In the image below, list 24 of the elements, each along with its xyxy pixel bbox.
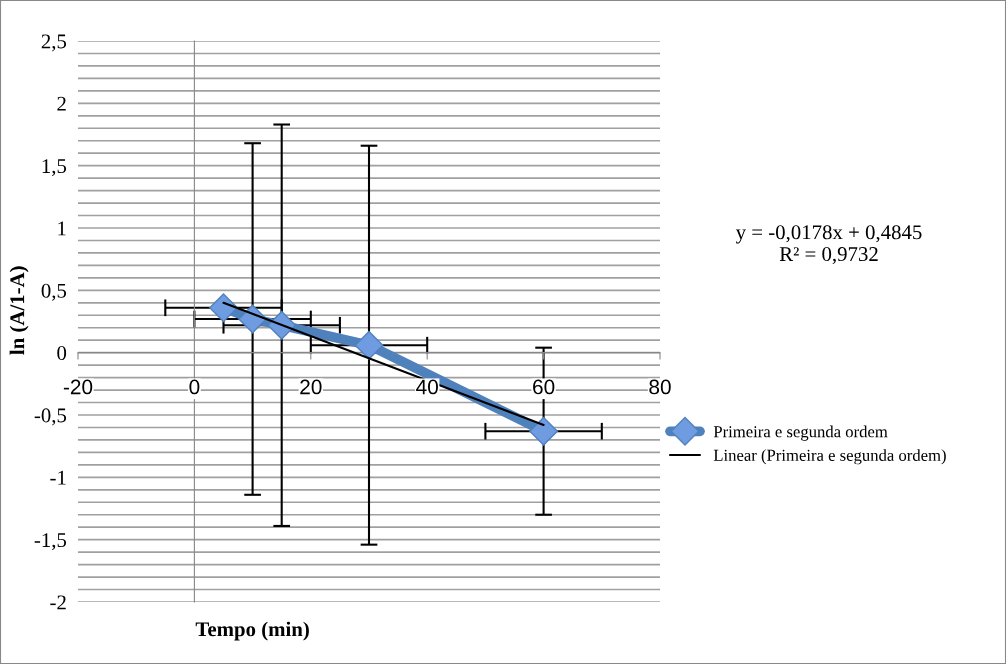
x-tick-label: 80 — [649, 379, 671, 395]
text: y = -0,0178x + 0,4845 R² = 0,9732 — [735, 225, 922, 265]
y-tick-label: -1 — [50, 470, 66, 485]
x-axis-title: Tempo (min) — [195, 621, 309, 641]
y-tick-label: 2,5 — [41, 34, 67, 52]
point — [209, 293, 238, 323]
legend-label: Linear (Primeira e segunda ordem) — [713, 449, 946, 465]
y-tick-label: 0,5 — [41, 283, 67, 301]
x-tick-label: 0 — [189, 379, 200, 395]
y-tick-label: 1 — [58, 221, 66, 236]
x-tick-label: 20 — [300, 379, 322, 395]
y-tick-label: 1,5 — [42, 159, 67, 177]
point — [354, 330, 384, 360]
y-tick-label: -1,5 — [34, 533, 67, 551]
point — [529, 416, 559, 446]
y-tick-label: -2 — [50, 595, 66, 610]
x-tick-label: 60 — [533, 379, 555, 395]
y-axis-title: ln (A/1-A) — [9, 266, 29, 355]
y-tick-label: 0 — [57, 346, 67, 361]
x-tick-label: -20 — [63, 379, 93, 395]
legend-label: Primeira e segunda ordem — [713, 425, 888, 441]
y-tick-label: -0,5 — [34, 408, 67, 426]
x-tick-label: 40 — [416, 379, 438, 395]
y-tick-label: 2 — [57, 96, 66, 111]
